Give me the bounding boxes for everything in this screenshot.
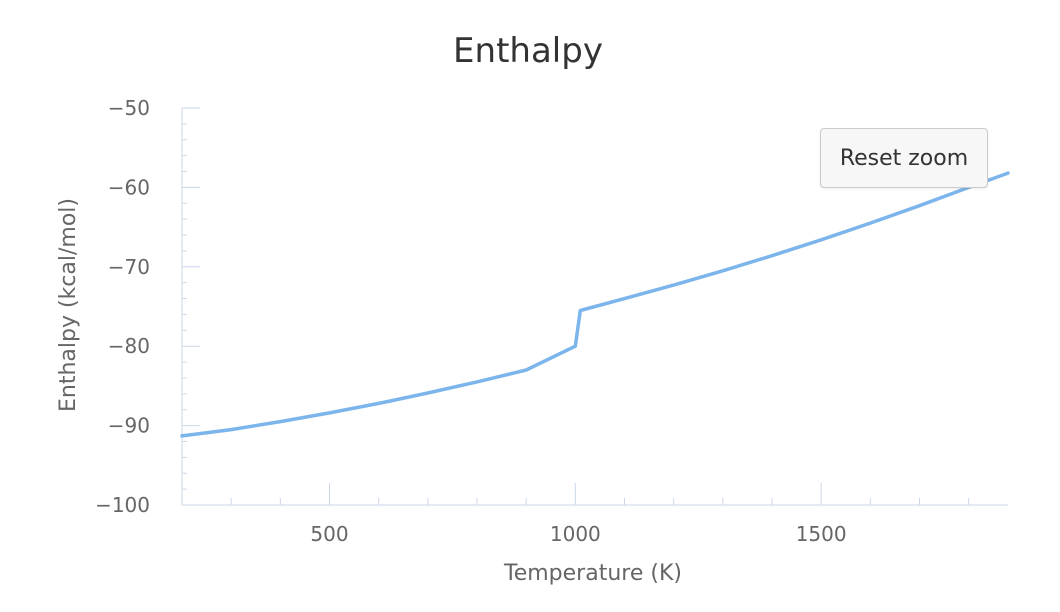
x-tick-label: 1500 [796, 522, 847, 546]
y-tick-label: −60 [108, 175, 150, 199]
y-tick-label: −80 [108, 334, 150, 358]
y-axis: −50 −60 −70 −80 −90 −100 [95, 96, 200, 517]
plot-area [180, 171, 1010, 438]
y-axis-title: Enthalpy (kcal/mol) [56, 198, 81, 412]
x-axis: 500 1000 1500 [181, 483, 1008, 546]
y-tick-label: −90 [108, 414, 150, 438]
series-line [180, 171, 1010, 438]
y-tick-label: −70 [108, 255, 150, 279]
y-tick-label: −100 [95, 493, 150, 517]
x-tick-label: 500 [310, 522, 348, 546]
x-axis-title: Temperature (K) [503, 561, 682, 586]
y-tick-label: −50 [108, 96, 150, 120]
chart-title: Enthalpy [453, 31, 603, 71]
x-tick-label: 1000 [550, 522, 601, 546]
reset-zoom-button[interactable]: Reset zoom [820, 128, 988, 188]
